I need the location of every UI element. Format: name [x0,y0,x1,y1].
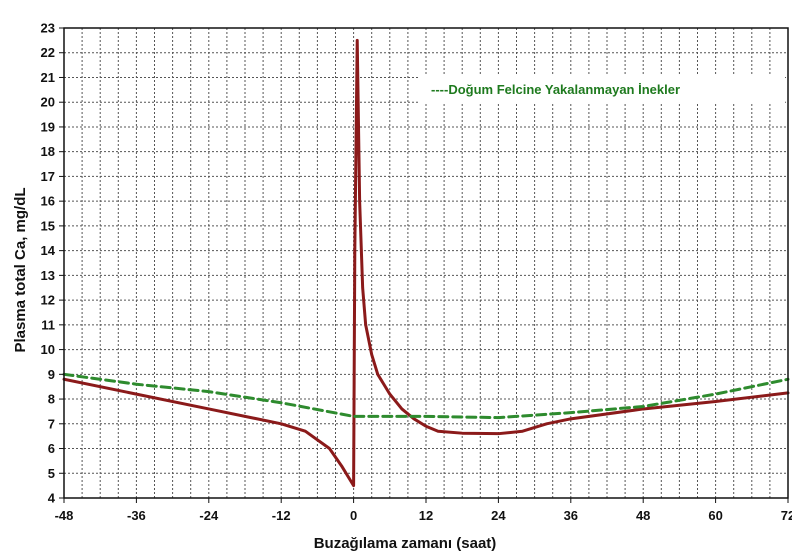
legend-entry: ----Doğum Felcine Yakalanmayan İnekler [431,82,680,97]
x-axis-ticks: -48 -36 -24 -12 0 12 24 36 48 60 72 [55,498,792,523]
y-tick-label: 13 [41,268,55,283]
y-tick-label: 14 [41,243,56,258]
x-tick-label: 0 [350,508,357,523]
y-tick-label: 23 [41,21,55,36]
series-line-plasma-ca [62,38,790,488]
y-tick-label: 19 [41,119,55,134]
x-tick-label: 12 [419,508,433,523]
x-tick-label: 48 [636,508,650,523]
y-tick-label: 16 [41,194,55,209]
x-axis-label: Buzağılama zamanı (saat) [314,535,497,552]
y-tick-label: 17 [41,169,55,184]
y-tick-label: 9 [48,367,55,382]
x-tick-label: 36 [564,508,578,523]
series-layer [62,38,790,488]
legend: ----Doğum Felcine Yakalanmayan İnekler [420,74,785,104]
y-tick-label: 21 [41,70,55,85]
y-tick-label: 18 [41,144,55,159]
series-line-unaffected-cows [62,372,790,420]
legend-box [420,74,785,104]
y-tick-label: 5 [48,466,55,481]
y-tick-label: 22 [41,45,55,60]
x-tick-label: 72 [781,508,792,523]
x-tick-label: 24 [491,508,506,523]
grid [63,27,789,499]
y-tick-label: 8 [48,392,55,407]
x-tick-label: -12 [272,508,291,523]
y-tick-label: 6 [48,441,55,456]
y-tick-label: 4 [48,491,56,506]
y-tick-label: 15 [41,218,55,233]
y-tick-label: 20 [41,95,55,110]
x-tick-label: -48 [55,508,74,523]
x-tick-label: -24 [199,508,219,523]
x-tick-label: -36 [127,508,146,523]
y-axis-ticks: 4 5 6 7 8 9 10 11 12 13 14 15 16 17 18 19 20 21 22 23 [41,21,64,506]
y-tick-label: 12 [41,293,55,308]
y-axis-label: Plasma total Ca, mg/dL [12,187,29,352]
y-tick-label: 7 [48,416,55,431]
x-tick-label: 60 [708,508,722,523]
y-tick-label: 10 [41,342,55,357]
y-tick-label: 11 [41,317,55,332]
